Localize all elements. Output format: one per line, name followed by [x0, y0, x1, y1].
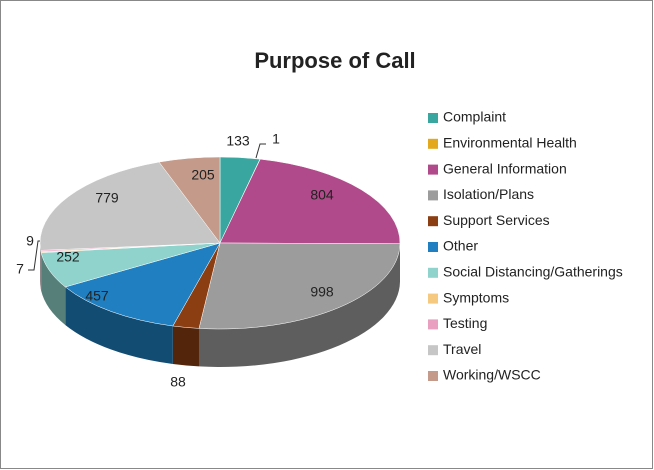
legend-swatch: [428, 293, 438, 304]
pie-side: [40, 243, 41, 289]
legend-label: General Information: [443, 160, 567, 176]
legend-swatch: [428, 138, 438, 149]
data-label: 7: [16, 261, 24, 277]
legend-swatch: [428, 190, 438, 201]
legend-label: Testing: [443, 315, 487, 331]
data-label: 457: [85, 288, 109, 304]
data-label: 9: [26, 233, 34, 249]
legend-swatch: [428, 267, 438, 278]
legend-swatch: [428, 113, 438, 123]
data-label: 779: [95, 190, 119, 206]
chart-title: Purpose of Call: [254, 48, 415, 73]
data-label: 1: [272, 131, 280, 147]
pie-slice: [198, 242, 401, 330]
data-label: 205: [191, 167, 215, 183]
pie-side: [198, 243, 400, 367]
legend-label: Isolation/Plans: [443, 186, 534, 202]
pie-slice: [39, 161, 221, 251]
legend-label: Complaint: [443, 109, 506, 125]
legend-swatch: [428, 216, 438, 227]
legend-label: Working/WSCC: [443, 367, 541, 383]
legend-label: Social Distancing/Gatherings: [443, 264, 623, 280]
data-label: 804: [310, 187, 334, 203]
pie-slice: [219, 158, 401, 244]
leader-line: [28, 240, 40, 271]
pie-side: [65, 286, 173, 364]
legend-label: Other: [443, 238, 478, 254]
data-label: 998: [310, 284, 334, 300]
legend-label: Symptoms: [443, 289, 509, 305]
leader-line: [255, 143, 266, 159]
legend-label: Support Services: [443, 212, 550, 228]
legend-swatch: [428, 164, 438, 175]
pie-side: [41, 252, 66, 325]
data-label: 88: [170, 374, 186, 390]
legend-label: Travel: [443, 341, 481, 357]
pie-side: [172, 325, 199, 367]
legend-swatch: [428, 319, 438, 330]
legend-swatch: [428, 345, 438, 356]
legend-label: Environmental Health: [443, 135, 577, 151]
data-label: 133: [226, 133, 250, 149]
pie-slice: [158, 156, 221, 244]
data-label: 252: [56, 249, 80, 265]
legend-swatch: [428, 242, 438, 252]
pie: [39, 156, 401, 367]
pie-slice: [64, 242, 221, 327]
legend-swatch: [428, 371, 438, 381]
